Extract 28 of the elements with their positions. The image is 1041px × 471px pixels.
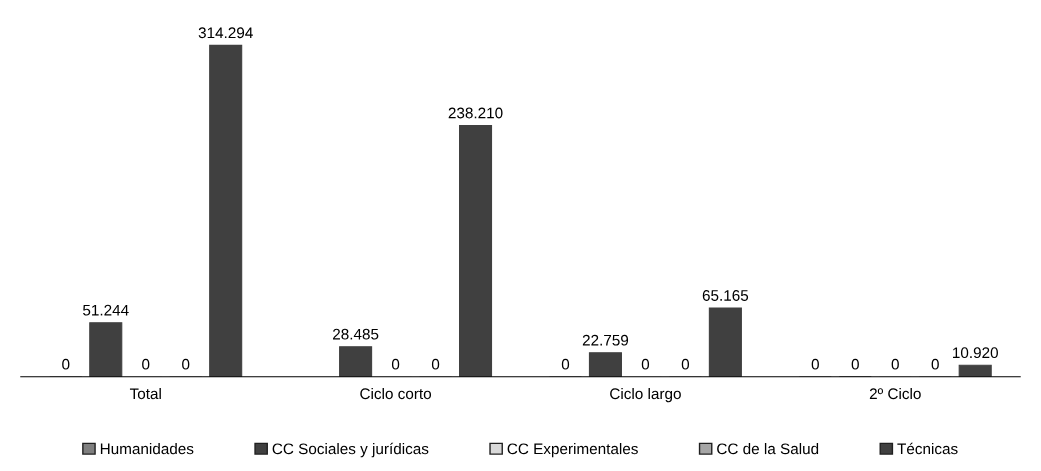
data-label: 65.165	[702, 290, 749, 301]
data-label: 314.294	[198, 27, 253, 39]
data-label: 0	[182, 358, 190, 370]
data-label: 0	[811, 358, 819, 370]
x-tick-label: 2º Ciclo	[869, 387, 921, 400]
data-label: 0	[62, 358, 70, 370]
data-label: 0	[431, 358, 440, 370]
data-label: 0	[931, 358, 939, 370]
legend-label: Humanidades	[100, 443, 194, 455]
data-label: 0	[391, 358, 400, 370]
data-label: 0	[641, 358, 650, 370]
data-label: 10.920	[953, 347, 998, 359]
data-label: 238.210	[448, 107, 503, 119]
data-label: 22.759	[582, 334, 629, 346]
data-label: 28.485	[333, 328, 379, 340]
legend-label: CC Experimentales	[507, 443, 638, 458]
legend-label: Técnicas	[897, 442, 958, 455]
legend-label: CC de la Salud	[717, 443, 819, 455]
data-label: 0	[142, 358, 150, 370]
data-label: 51.244	[83, 304, 129, 316]
data-label: 0	[851, 358, 859, 370]
x-tick-label: Ciclo corto	[360, 387, 432, 400]
data-label: 0	[561, 358, 570, 370]
data-label: 0	[681, 358, 690, 370]
data-label: 0	[891, 358, 899, 370]
x-tick-label: Ciclo largo	[610, 387, 681, 403]
x-tick-label: Total	[129, 387, 161, 400]
legend-label: CC Sociales y jurídicas	[272, 442, 429, 458]
